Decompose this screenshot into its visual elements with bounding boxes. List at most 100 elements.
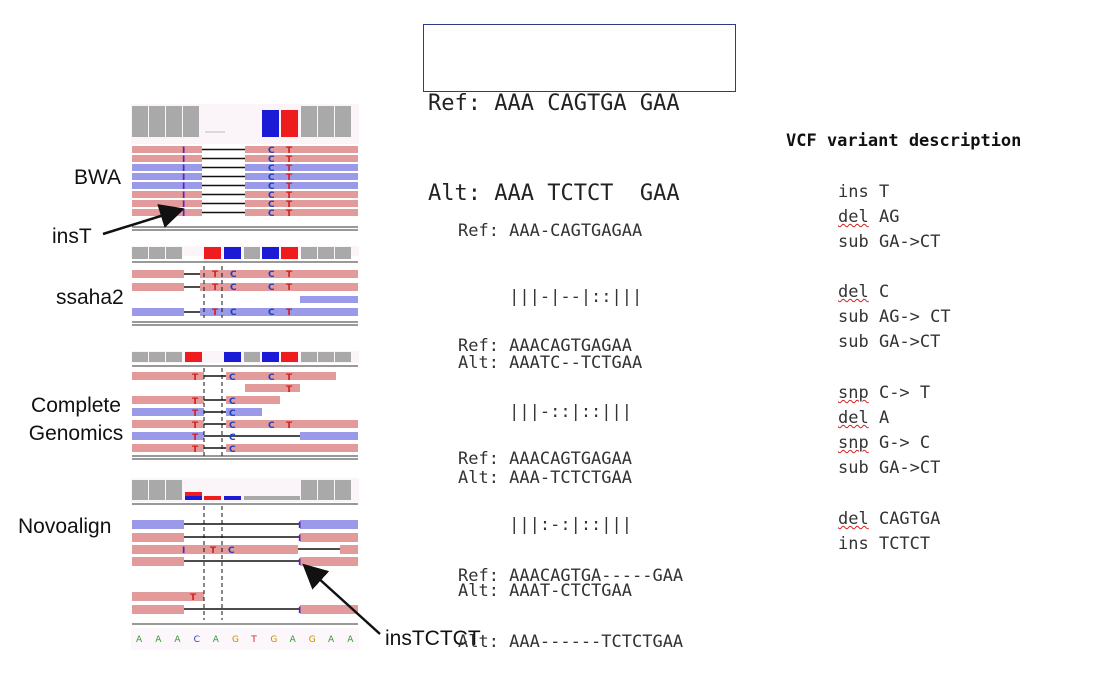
vcf-value: A (868, 408, 890, 428)
coverage-bar (335, 106, 351, 137)
vcf-type: ins (838, 534, 869, 554)
insertion-marker: I (298, 521, 301, 531)
vcf-type: del (838, 509, 869, 529)
read (132, 605, 184, 614)
mismatch-base: T (286, 200, 293, 210)
insertion-marker: I (182, 146, 185, 156)
vcf-type: sub (838, 307, 869, 327)
coverage-bar (262, 352, 279, 362)
coverage-bar (132, 480, 148, 500)
read (132, 155, 202, 162)
coverage-bar (262, 110, 279, 137)
reference-track-bg (131, 628, 359, 650)
reference-base: A (328, 635, 335, 645)
mismatch-base: T (286, 155, 293, 165)
insertion-marker: I (182, 173, 185, 183)
mismatch-base: C (268, 373, 275, 383)
vcf-type: sub (838, 332, 869, 352)
coverage-bar (149, 480, 165, 500)
mismatch-base: T (286, 283, 293, 293)
coverage-bar (166, 480, 182, 500)
mismatch-base: T (286, 373, 293, 383)
coverage-bar (224, 352, 241, 362)
read (132, 557, 184, 566)
vcf-type: sub (838, 458, 869, 478)
read (132, 182, 202, 189)
insertion-marker: I (182, 182, 185, 192)
read (132, 396, 204, 404)
read (226, 408, 262, 416)
vcf-value: GA->CT (868, 232, 941, 252)
alignment-block-2: Ref: AAACAGTGAGAA |||-::|::||| Alt: AAA-… (458, 291, 632, 511)
vcf-entry: del AG (838, 205, 940, 230)
read (300, 432, 358, 440)
reference-base: T (250, 635, 257, 645)
arrow-ins-tctct (302, 563, 381, 635)
coverage-bar (185, 496, 202, 500)
coverage-bar (244, 247, 260, 259)
insertion-marker: I (182, 155, 185, 165)
mismatch-base: T (192, 409, 199, 419)
coverage-bar (132, 106, 148, 137)
mismatch-base: T (212, 283, 219, 293)
read (226, 420, 358, 428)
coverage-bar (244, 496, 300, 500)
vcf-entry: del A (838, 406, 940, 431)
alignment-alt: Alt: AAATC--TCTGAA (458, 353, 643, 373)
alignment-ref: Ref: AAACAGTGAGAA (458, 336, 632, 356)
read (245, 200, 358, 207)
vcf-type: snp (838, 433, 869, 453)
read (200, 270, 358, 278)
read (132, 592, 204, 601)
coverage-bar (281, 110, 298, 137)
ref-sequence: Ref: AAA CAGTGA GAA (428, 91, 680, 116)
read (300, 296, 358, 303)
coverage-bar (204, 247, 221, 259)
alignment-alt: Alt: AAA-TCTCTGAA (458, 468, 632, 488)
mismatch-base: T (286, 421, 293, 431)
mismatch-base: T (192, 421, 199, 431)
coverage-bar (318, 480, 334, 500)
read (132, 191, 202, 198)
read (132, 432, 204, 440)
read (245, 209, 358, 216)
read (226, 444, 358, 452)
read (132, 270, 184, 278)
vcf-value: C-> T (868, 383, 931, 403)
mismatch-base: C (230, 308, 237, 318)
read (132, 283, 184, 291)
mismatch-base: T (286, 209, 293, 219)
reference-base: G (232, 635, 239, 645)
alignment-ref: Ref: AAA-CAGTGAGAA (458, 221, 643, 241)
mismatch-base: C (229, 409, 236, 419)
vcf-entry: snp G-> C (838, 431, 940, 456)
vcf-entry: ins T (838, 180, 940, 205)
vcf-group: del CAGTGA ins TCTCT (838, 507, 940, 557)
coverage-bar (224, 247, 241, 259)
read (340, 545, 358, 554)
coverage-bar (185, 352, 202, 362)
mismatch-base: C (228, 546, 235, 556)
vcf-value: GA->CT (868, 458, 941, 478)
mismatch-base: T (192, 397, 199, 407)
vcf-value: AG-> CT (868, 307, 951, 327)
coverage-bar (335, 247, 351, 259)
coverage-bar (335, 480, 351, 500)
vcf-entry: del C (838, 280, 951, 305)
mismatch-base: T (286, 146, 293, 156)
mismatch-base: C (268, 182, 275, 192)
aligner-label-novoalign: Novoalign (18, 515, 112, 538)
coverage-bar (301, 106, 317, 137)
coverage-bar (224, 496, 241, 500)
mismatch-base: C (268, 191, 275, 201)
reference-base: A (136, 635, 143, 645)
annotation-ins-tctct: insTCTCT (385, 627, 481, 650)
mismatch-base: T (210, 546, 217, 556)
aligner-label-complete-genomics: Complete Genomics (28, 394, 124, 445)
read (226, 396, 280, 404)
mismatch-base: C (229, 445, 236, 455)
